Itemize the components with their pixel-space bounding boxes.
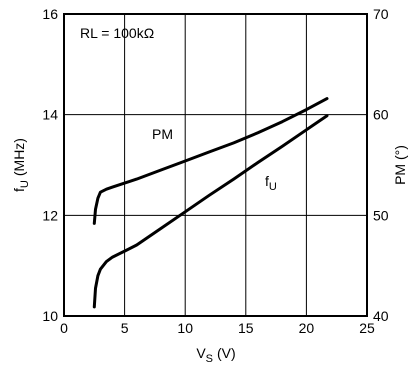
x-tick-label: 5: [121, 320, 129, 336]
y-left-tick-label: 16: [42, 6, 58, 22]
x-tick-label: 10: [177, 320, 193, 336]
plot-frame: [63, 13, 368, 317]
y-left-axis-title-unit: (MHz): [11, 138, 27, 176]
grid-layer: [64, 14, 367, 316]
y-right-axis-title: PM (°): [392, 145, 408, 185]
tick-layer: 0 5 10 15 20 25 10 12 14 16 40 50 60 70: [42, 6, 388, 336]
y-right-tick-label: 70: [373, 6, 389, 22]
series-label-pm: PM: [152, 126, 173, 142]
y-left-tick-label: 10: [42, 308, 58, 324]
series-label-fu-sub: U: [269, 181, 277, 193]
series-label-fu: fU: [265, 173, 277, 193]
x-axis-title-main: V: [196, 345, 206, 361]
series-layer: [92, 97, 329, 309]
y-right-tick-label: 50: [373, 207, 389, 223]
y-left-axis-title-main: f: [11, 188, 27, 192]
series-line-fu: [92, 114, 329, 309]
series-label-fu-main: f: [265, 173, 269, 189]
x-tick-label: 15: [238, 320, 254, 336]
y-right-tick-label: 40: [373, 308, 389, 324]
y-left-axis-title: fU (MHz): [11, 138, 31, 192]
annotation-text: RL = 100kΩ: [80, 25, 154, 41]
x-tick-label: 25: [359, 320, 375, 336]
y-right-tick-label: 60: [373, 107, 389, 123]
x-axis-title-unit: (V): [217, 345, 236, 361]
x-tick-label: 20: [299, 320, 315, 336]
y-left-tick-label: 12: [42, 207, 58, 223]
x-axis-title-sub: S: [206, 353, 213, 365]
series-line-pm: [92, 97, 329, 225]
y-left-tick-label: 14: [42, 107, 58, 123]
y-left-axis-title-sub: U: [19, 180, 31, 188]
x-axis-title: VS (V): [196, 345, 235, 365]
x-tick-label: 0: [60, 320, 68, 336]
